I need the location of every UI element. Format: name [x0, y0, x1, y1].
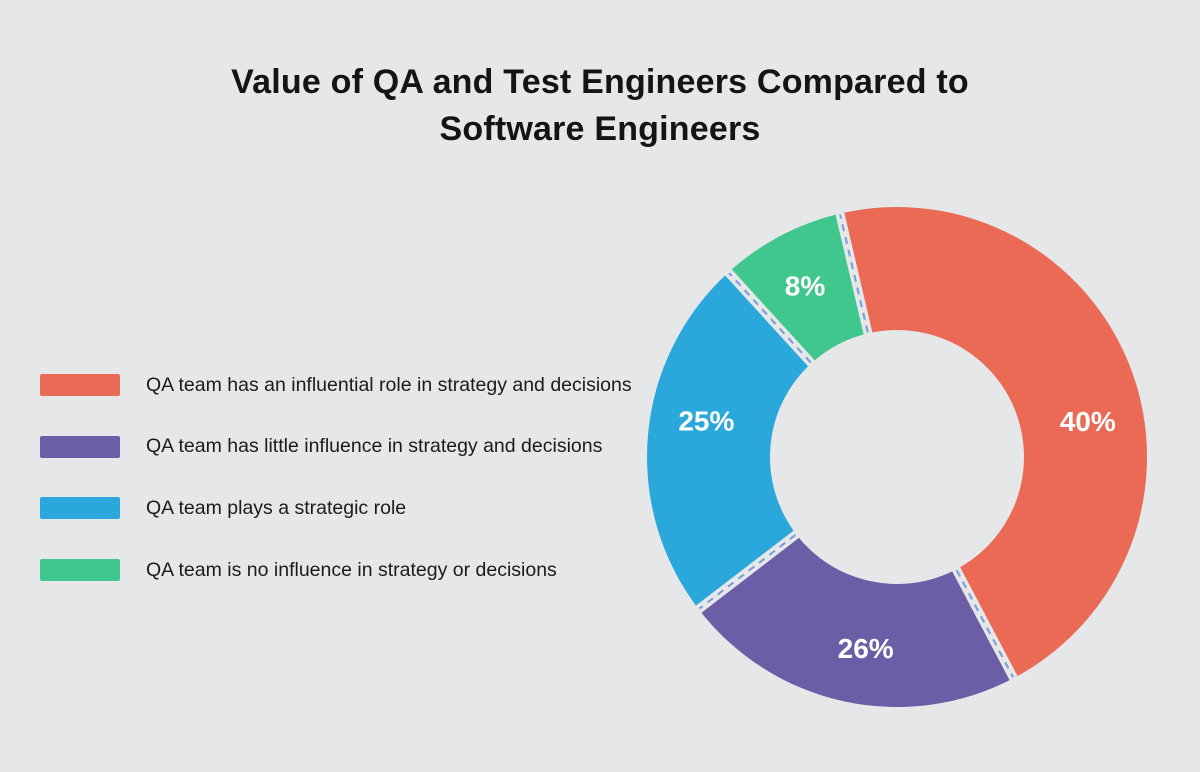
donut-slice-3 — [647, 272, 812, 610]
donut-slice-4 — [728, 213, 868, 364]
legend-swatch-4 — [40, 559, 120, 582]
legend-label: QA team has an influential role in strat… — [146, 373, 632, 396]
legend-swatch-3 — [40, 497, 120, 520]
legend-item: QA team is no influence in strategy or d… — [40, 558, 632, 582]
legend-label: QA team plays a strategic role — [146, 496, 407, 519]
slice-value-label: 26% — [838, 633, 894, 664]
slice-value-label: 40% — [1060, 406, 1116, 437]
donut-slice-1 — [839, 206, 1148, 679]
donut-slice-2 — [698, 534, 1014, 707]
slice-value-label: 8% — [785, 271, 826, 302]
slice-value-label: 25% — [678, 405, 734, 436]
legend-swatch-1 — [40, 374, 120, 396]
chart-title-line-1: Value of QA and Test Engineers Compared … — [231, 63, 969, 101]
chart-title-line-2: Software Engineers — [439, 110, 761, 148]
legend-item: QA team has little influence in strategy… — [40, 435, 632, 458]
legend-label: QA team has little influence in strategy… — [146, 435, 603, 458]
legend-item: QA team plays a strategic role — [40, 496, 632, 520]
legend-swatch-2 — [40, 435, 120, 458]
legend-item: QA team has an influential role in strat… — [40, 374, 632, 396]
legend-label: QA team is no influence in strategy or d… — [146, 558, 557, 581]
legend: QA team has an influential role in strat… — [40, 374, 632, 582]
chart-title: Value of QA and Test Engineers Compared … — [0, 59, 1200, 153]
